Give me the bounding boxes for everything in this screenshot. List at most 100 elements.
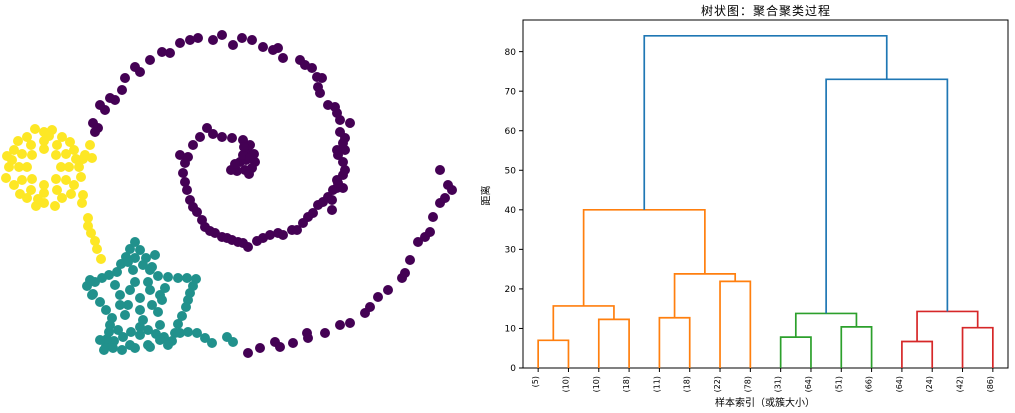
- scatter-point: [288, 338, 298, 348]
- leaf-label: (31): [774, 376, 783, 392]
- scatter-point: [39, 180, 49, 190]
- dendrogram-link-m10: [901, 340, 934, 368]
- scatter-point: [95, 100, 105, 110]
- scatter-point: [155, 335, 165, 345]
- scatter-point: [150, 250, 160, 260]
- scatter-point: [27, 150, 37, 160]
- scatter-point: [51, 174, 61, 184]
- scatter-point: [105, 93, 115, 103]
- scatter-point: [173, 319, 183, 329]
- scatter-point: [195, 132, 205, 142]
- y-tick-label: 0: [510, 364, 516, 374]
- scatter-point: [163, 340, 173, 350]
- leaf-label: (10): [561, 376, 570, 392]
- scatter-point: [143, 277, 153, 287]
- dendrogram-link-m0: [537, 339, 570, 368]
- leaf-label: (66): [865, 376, 874, 392]
- scatter-point: [22, 162, 32, 172]
- scatter-point: [138, 260, 148, 270]
- scatter-point: [338, 157, 348, 167]
- x-axis-label: 样本索引（或簇大小）: [715, 398, 815, 409]
- scatter-point: [239, 142, 249, 152]
- scatter-point: [278, 53, 288, 63]
- scatter-point: [57, 132, 67, 142]
- scatter-point: [22, 132, 32, 142]
- scatter-point: [175, 150, 185, 160]
- scatter-point: [71, 154, 81, 164]
- scatter-point: [335, 320, 345, 330]
- scatter-point: [175, 38, 185, 48]
- y-axis-label: 距离: [481, 185, 493, 206]
- scatter-point: [180, 158, 190, 168]
- scatter-point: [110, 280, 120, 290]
- x-axis: (5) (10) (10) (18) (11) (18) (22) (78) (31) (64) (…: [531, 368, 995, 392]
- scatter-point: [15, 189, 25, 199]
- dendrogram-link-m6: [582, 208, 706, 306]
- scatter-point: [192, 207, 202, 217]
- leaf-label: (18): [622, 376, 631, 392]
- scatter-point: [135, 245, 145, 255]
- scatter-point: [87, 153, 97, 163]
- scatter-point: [327, 205, 337, 215]
- scatter-point: [177, 311, 187, 321]
- scatter-point: [145, 55, 155, 65]
- scatter-point: [245, 153, 255, 163]
- scatter-point: [95, 335, 105, 345]
- scatter-point: [182, 273, 192, 283]
- scatter-point: [145, 265, 155, 275]
- scatter-point: [17, 149, 27, 159]
- scatter-point: [85, 140, 95, 150]
- leaf-label: (51): [834, 376, 843, 392]
- dendrogram-links: [537, 34, 994, 368]
- scatter-point: [78, 190, 88, 200]
- leaf-label: (42): [956, 376, 965, 392]
- scatter-point: [104, 270, 114, 280]
- y-axis: 0 10 20 30 40 50 60 70 80: [505, 48, 523, 374]
- scatter-point: [265, 230, 275, 240]
- scatter-point: [157, 295, 167, 305]
- scatter-point: [200, 333, 210, 343]
- scatter-point: [87, 290, 97, 300]
- scatter-point: [175, 328, 185, 338]
- scatter-series-spiral: [88, 30, 457, 358]
- scatter-point: [115, 290, 125, 300]
- scatter-point: [332, 145, 342, 155]
- scatter-point: [85, 275, 95, 285]
- scatter-point: [345, 118, 355, 128]
- scatter-point: [230, 159, 240, 169]
- scatter-point: [17, 175, 27, 185]
- scatter-point: [228, 337, 238, 347]
- scatter-point: [227, 133, 237, 143]
- scatter-point: [440, 193, 450, 203]
- y-tick-label: 70: [505, 87, 517, 97]
- scatter-point: [108, 343, 118, 353]
- scatter-point: [192, 328, 202, 338]
- y-tick-label: 80: [505, 48, 517, 58]
- scatter-point: [130, 237, 140, 247]
- scatter-point: [428, 212, 438, 222]
- scatter-point: [64, 162, 74, 172]
- scatter-point: [255, 343, 265, 353]
- scatter-point: [183, 327, 193, 337]
- scatter-point: [160, 283, 170, 293]
- scatter-point: [51, 150, 61, 160]
- scatter-point: [95, 297, 105, 307]
- scatter-point: [208, 35, 218, 45]
- scatter-point: [9, 145, 19, 155]
- scatter-point: [74, 162, 84, 172]
- axes-frame: [522, 19, 1009, 369]
- scatter-point: [90, 127, 100, 137]
- scatter-point: [400, 268, 410, 278]
- scatter-point: [413, 237, 423, 247]
- dendrogram-link-m3: [658, 316, 691, 368]
- scatter-point: [295, 55, 305, 65]
- scatter-point: [208, 129, 218, 139]
- scatter-point: [275, 342, 285, 352]
- leaf-label: (24): [925, 376, 934, 392]
- scatter-point: [178, 168, 188, 178]
- y-tick-label: 40: [505, 206, 517, 216]
- scatter-point: [153, 307, 163, 317]
- scatter-point: [247, 35, 257, 45]
- scatter-point: [163, 272, 173, 282]
